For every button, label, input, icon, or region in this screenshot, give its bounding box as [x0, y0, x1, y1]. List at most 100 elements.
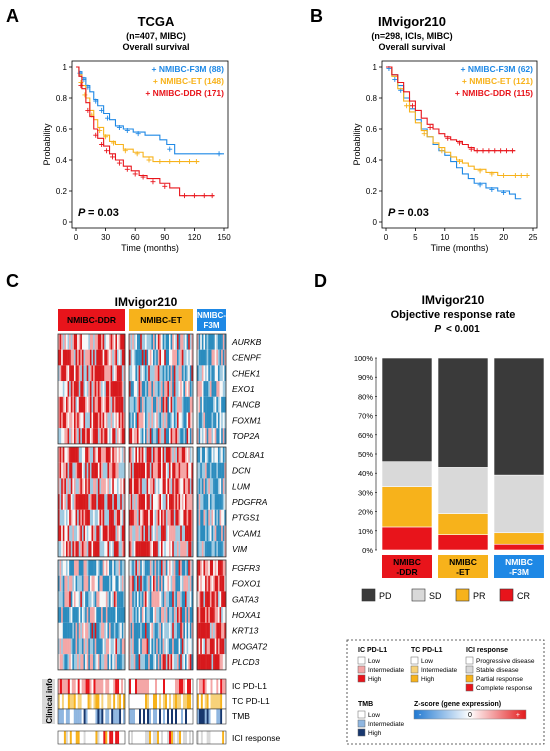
heatmap-cell: [105, 525, 108, 542]
heatmap-cell: [197, 462, 199, 479]
legend-z-min: -: [419, 712, 422, 719]
heatmap-cell: [167, 622, 170, 639]
heatmap-cell: [123, 525, 126, 542]
clinical-cell: [197, 709, 200, 724]
heatmap-cell: [123, 494, 126, 510]
heatmap-cell: [72, 591, 75, 608]
heatmap-cell: [219, 478, 222, 495]
heatmap-cell: [198, 462, 201, 479]
heatmap-cell: [86, 509, 89, 526]
heatmap-cell: [101, 478, 103, 495]
clinical-cell: [141, 679, 144, 694]
heatmap-cell: [140, 478, 142, 495]
heatmap-cell: [201, 478, 204, 495]
heatmap-cell: [58, 541, 60, 557]
heatmap-cell: [201, 541, 204, 557]
heatmap-cell: [115, 541, 118, 557]
heatmap-cell: [97, 396, 100, 413]
clinical-cell: [117, 694, 120, 709]
heatmap-cell: [143, 412, 146, 429]
heatmap-cell: [178, 509, 181, 526]
heatmap-cell: [83, 365, 86, 382]
response-cell: [69, 731, 72, 744]
clinical-cell: [151, 709, 154, 724]
heatmap-cell: [138, 365, 141, 382]
heatmap-cell: [129, 525, 131, 542]
heatmap-cell: [81, 560, 84, 576]
heatmap-cell: [209, 525, 212, 542]
orr-category-label: -ET: [456, 567, 471, 577]
heatmap-cell: [148, 462, 150, 479]
heatmap-cell: [62, 396, 65, 413]
km-a-title: TCGA: [138, 14, 175, 29]
heatmap-cell: [185, 381, 187, 397]
orr-category-box: [494, 555, 544, 578]
heatmap-cell: [94, 447, 97, 463]
heatmap-cell: [88, 447, 91, 463]
heatmap-cell: [189, 541, 192, 557]
heatmap-cell: [121, 575, 124, 592]
heatmap-cell: [97, 591, 100, 608]
heatmap-cell: [77, 412, 79, 429]
heatmap-cell: [99, 365, 102, 382]
heatmap-cell: [64, 525, 67, 542]
heatmap-cell: [65, 396, 68, 413]
clinical-cell: [91, 709, 94, 724]
heatmap-cell: [191, 607, 194, 623]
heatmap-cell: [170, 525, 173, 542]
heatmap-cell: [175, 560, 178, 576]
heatmap-cell: [137, 381, 139, 397]
heatmap-cell: [203, 638, 206, 655]
heatmap-cell: [62, 560, 65, 576]
heatmap-gene-label: TOP2A: [232, 431, 260, 441]
heatmap-gene-label: VIM: [232, 544, 248, 554]
heatmap-cell: [59, 396, 62, 413]
heatmap-gene-label: CENPF: [232, 353, 262, 363]
heatmap-cell: [96, 412, 99, 429]
km-b-censor-mark: [439, 148, 445, 154]
heatmap-cell: [117, 654, 119, 670]
heatmap-cell: [180, 509, 182, 526]
heatmap-cell: [167, 525, 170, 542]
heatmap-cell: [101, 575, 103, 592]
heatmap-cell: [70, 365, 73, 382]
heatmap-cell: [80, 575, 83, 592]
heatmap-cell: [102, 638, 105, 655]
legend-tc-swatch: [410, 674, 419, 683]
clinical-cell: [198, 694, 202, 709]
heatmap-cell: [59, 412, 62, 429]
heatmap-cell: [89, 575, 92, 592]
heatmap-gene-label: HOXA1: [232, 610, 261, 620]
heatmap-cell: [185, 365, 187, 382]
heatmap-cell: [140, 494, 142, 510]
heatmap-cell: [94, 638, 97, 655]
heatmap-cell: [188, 541, 190, 557]
heatmap-cell: [177, 365, 179, 382]
heatmap-cell: [102, 349, 105, 366]
heatmap-cell: [198, 525, 201, 542]
heatmap-cell: [169, 607, 171, 623]
heatmap-cell: [120, 525, 123, 542]
legend-tc-item: High: [421, 676, 435, 683]
heatmap-cell: [213, 412, 215, 429]
heatmap-cell: [156, 509, 158, 526]
heatmap-cell: [217, 541, 220, 557]
heatmap-block-frame: [128, 333, 194, 445]
heatmap-cell: [88, 365, 91, 382]
heatmap-cell: [181, 334, 184, 350]
heatmap-cell: [201, 396, 204, 413]
heatmap-cell: [117, 560, 119, 576]
heatmap-cell: [173, 654, 176, 670]
heatmap-cell: [118, 525, 121, 542]
heatmap-cell: [185, 478, 187, 495]
heatmap-cell: [97, 447, 100, 463]
heatmap-cell: [109, 349, 111, 366]
km-a-xtick-label: 30: [101, 233, 110, 242]
heatmap-cell: [73, 541, 76, 557]
heatmap-cell: [138, 607, 141, 623]
heatmap-cell: [213, 638, 215, 655]
response-cell: [91, 731, 94, 744]
heatmap-cell: [208, 478, 211, 495]
heatmap-cell: [77, 654, 79, 670]
heatmap-cell: [135, 575, 138, 592]
